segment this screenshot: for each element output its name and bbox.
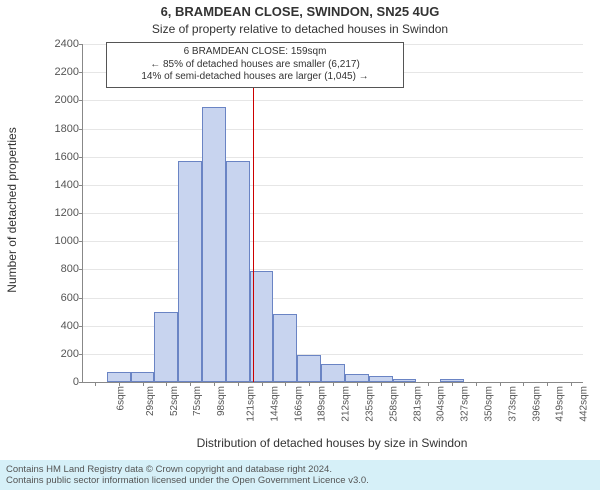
- x-tick-label: 98sqm: [216, 386, 227, 416]
- histogram-bar: [273, 314, 297, 382]
- annotation-line-1: 6 BRAMDEAN CLOSE: 159sqm: [113, 46, 397, 59]
- x-tick-label: 373sqm: [507, 386, 518, 422]
- annotation-line-2: ← 85% of detached houses are smaller (6,…: [113, 59, 397, 72]
- x-tick-label: 29sqm: [145, 386, 156, 416]
- page-title-main: 6, BRAMDEAN CLOSE, SWINDON, SN25 4UG: [0, 4, 600, 19]
- y-axis-label: Number of detached properties: [5, 41, 19, 379]
- x-tick-label: 327sqm: [460, 386, 471, 422]
- annotation-box: 6 BRAMDEAN CLOSE: 159sqm ← 85% of detach…: [106, 42, 404, 88]
- x-tick-label: 212sqm: [341, 386, 352, 422]
- x-tick-label: 396sqm: [531, 386, 542, 422]
- x-tick-label: 235sqm: [365, 386, 376, 422]
- x-tick-label: 350sqm: [484, 386, 495, 422]
- x-tick-label: 144sqm: [269, 386, 280, 422]
- x-axis-label: Distribution of detached houses by size …: [82, 436, 582, 450]
- histogram-bar: [107, 372, 131, 382]
- chart-container: 6, BRAMDEAN CLOSE, SWINDON, SN25 4UG Siz…: [0, 0, 600, 500]
- histogram-bar: [226, 161, 250, 382]
- x-tick-label: 6sqm: [115, 386, 126, 410]
- footer-line-1: Contains HM Land Registry data © Crown c…: [6, 464, 594, 475]
- page-title-sub: Size of property relative to detached ho…: [0, 22, 600, 36]
- histogram-bar: [345, 374, 369, 382]
- plot-area: 0200400600800100012001400160018002000220…: [82, 44, 583, 383]
- histogram-bar: [178, 161, 202, 382]
- annotation-line-3: 14% of semi-detached houses are larger (…: [113, 71, 397, 84]
- histogram-bar: [297, 355, 321, 382]
- histogram-bar: [321, 364, 345, 382]
- x-tick-label: 304sqm: [436, 386, 447, 422]
- x-tick-label: 442sqm: [579, 386, 590, 422]
- reference-line: [253, 44, 254, 382]
- x-tick-label: 419sqm: [555, 386, 566, 422]
- histogram-bar: [202, 107, 226, 382]
- x-tick-label: 258sqm: [388, 386, 399, 422]
- x-tick-label: 166sqm: [293, 386, 304, 422]
- histogram-bar: [131, 372, 155, 382]
- x-tick-label: 121sqm: [246, 386, 257, 422]
- x-tick-label: 75sqm: [192, 386, 203, 416]
- x-tick-label: 281sqm: [412, 386, 423, 422]
- x-tick-label: 52sqm: [169, 386, 180, 416]
- histogram-bar: [154, 312, 178, 382]
- footer-line-2: Contains public sector information licen…: [6, 475, 594, 486]
- x-tick-label: 189sqm: [317, 386, 328, 422]
- attribution-footer: Contains HM Land Registry data © Crown c…: [0, 460, 600, 490]
